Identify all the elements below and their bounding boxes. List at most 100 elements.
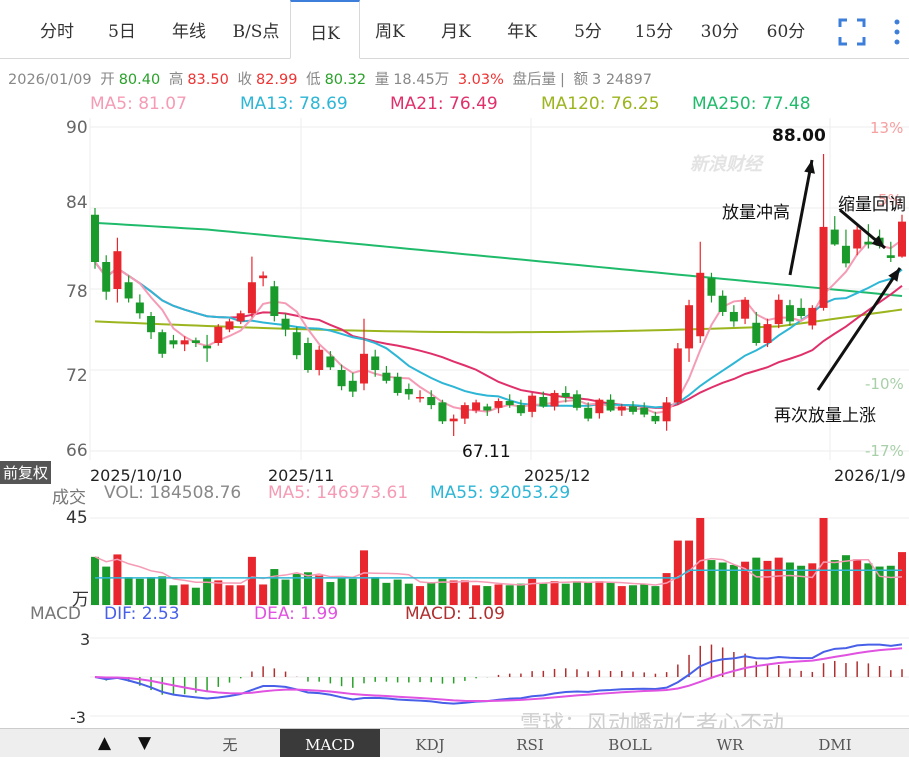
arrow-shrink-pullback-head — [871, 235, 885, 248]
price-tick-90: 90 — [66, 118, 88, 138]
period-tab-bar: 分时 5日 年线 B/S点 日K 周K 月K 年K 5分 15分 30分 60分 — [0, 0, 909, 59]
candle-body — [886, 255, 895, 258]
volume-bar — [584, 582, 593, 605]
price-tick-78: 78 — [66, 282, 88, 302]
tab-5min[interactable]: 5分 — [574, 22, 602, 42]
low-price-label: 67.11 — [462, 442, 511, 462]
tab-year-line[interactable]: 年线 — [172, 22, 206, 42]
more-options-icon[interactable] — [891, 18, 903, 46]
candle-body — [864, 241, 873, 245]
arrow-rise-again — [816, 267, 902, 391]
volume-bar — [236, 585, 245, 605]
tab-15min[interactable]: 15分 — [634, 22, 674, 42]
low-label: 低 — [306, 72, 321, 88]
volume-bar — [830, 560, 839, 605]
kline-chart[interactable] — [0, 0, 909, 728]
candle-body — [169, 340, 178, 345]
candle-body — [124, 282, 133, 299]
ma250-line — [94, 221, 903, 298]
tab-monthly-k[interactable]: 月K — [441, 22, 471, 42]
tab-60min[interactable]: 60分 — [766, 22, 806, 42]
volume-panel-label: 成交 — [52, 488, 86, 508]
adjust-mode-button[interactable]: 前复权 — [0, 461, 52, 484]
after-hours-label: 盘后量 — [512, 72, 557, 88]
macd-dif-line — [94, 643, 903, 705]
tab-weekly-k[interactable]: 周K — [375, 22, 405, 42]
indicator-tab-dmi[interactable]: DMI — [818, 736, 852, 754]
tab-bs-point[interactable]: B/S点 — [232, 22, 280, 42]
fullscreen-icon[interactable] — [838, 18, 866, 46]
candle-body — [483, 406, 492, 411]
candle-body — [360, 353, 368, 384]
vol-ma5: MA5: 146973.61 — [268, 483, 409, 503]
candle-body — [135, 302, 144, 314]
candle-body — [729, 311, 738, 322]
candle-body — [180, 340, 189, 345]
volume-label: 量 — [374, 72, 390, 88]
candle-body — [898, 221, 906, 257]
indicator-tab-macd[interactable]: MACD — [280, 729, 380, 757]
candle-body — [348, 380, 357, 392]
tab-intraday[interactable]: 分时 — [40, 22, 74, 42]
tab-30min[interactable]: 30分 — [700, 22, 740, 42]
indicator-tab-boll[interactable]: BOLL — [608, 736, 652, 754]
macd-panel-label: MACD — [30, 604, 81, 624]
volume-bar — [752, 557, 761, 605]
volume-bar — [460, 580, 469, 605]
volume-bar — [864, 563, 873, 605]
date-label-2: 2025/11 — [268, 466, 335, 485]
volume-bar — [640, 584, 649, 605]
candle-body — [505, 401, 514, 406]
tab-daily-k[interactable]: 日K — [290, 0, 360, 59]
high-label: 高 — [168, 72, 184, 88]
candle-body — [819, 226, 828, 308]
high-value: 83.50 — [187, 72, 229, 88]
candle-body — [774, 299, 783, 325]
vol-axis-unit: 万 — [72, 590, 89, 610]
vol-axis-top: 45 — [66, 508, 88, 528]
candle-body — [427, 397, 436, 406]
pct-tick-neg17: -17% — [865, 442, 904, 460]
volume-bar — [371, 577, 380, 605]
candle-body — [337, 370, 346, 387]
tab-yearly-k[interactable]: 年K — [507, 22, 537, 42]
indicator-tab-rsi[interactable]: RSI — [516, 736, 544, 754]
volume-bar — [270, 569, 279, 605]
tab-5day[interactable]: 5日 — [108, 22, 136, 42]
amount-value: 3 24897 — [592, 72, 652, 88]
indicator-tab-none[interactable]: 无 — [222, 736, 238, 754]
indicator-tab-kdj[interactable]: KDJ — [415, 736, 445, 754]
volume-bar — [102, 566, 111, 605]
candle-body — [651, 415, 660, 422]
candle-body — [147, 316, 156, 333]
macd-dea: DEA: 1.99 — [254, 604, 339, 624]
volume-bar — [516, 583, 525, 605]
candle-body — [438, 402, 447, 422]
close-value: 82.99 — [255, 72, 298, 88]
open-label: 开 — [100, 72, 115, 88]
volume-bar — [158, 576, 167, 605]
amount-label: 额 — [573, 72, 589, 88]
volume-bar — [337, 577, 346, 605]
candle-body — [494, 401, 503, 408]
volume-bar — [472, 585, 481, 605]
volume-bar — [203, 577, 212, 605]
volume-ma5-line — [94, 556, 903, 586]
volume-bar — [572, 581, 581, 605]
candle-body — [673, 348, 682, 403]
volume-bar — [729, 564, 738, 605]
candle-body — [303, 343, 312, 370]
indicator-tab-wr[interactable]: WR — [716, 736, 744, 754]
candle-body — [752, 322, 761, 343]
volume-bar — [281, 579, 290, 605]
volume-bar — [797, 565, 806, 605]
volume-bar — [685, 540, 694, 605]
candle-body — [617, 406, 626, 411]
arrow-up-icon[interactable]: ▲ — [98, 733, 112, 753]
volume-bar — [550, 581, 559, 605]
arrow-down-icon[interactable]: ▼ — [138, 733, 152, 753]
macd-axis-top: 3 — [80, 630, 91, 649]
candle-body — [382, 372, 391, 381]
candle-body — [315, 349, 324, 370]
volume-bar — [606, 582, 615, 605]
